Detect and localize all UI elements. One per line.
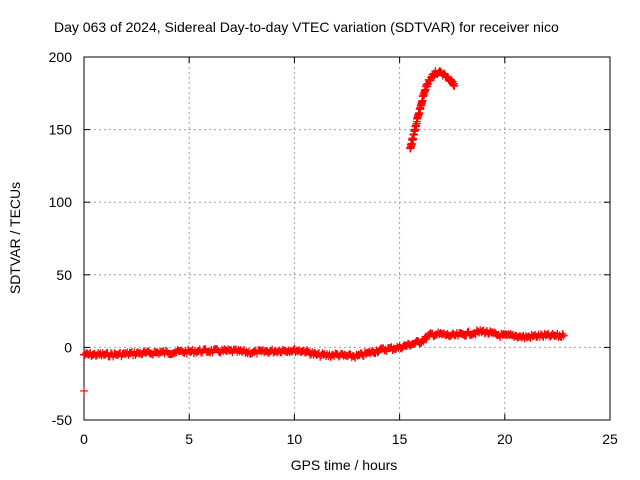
- series-2: [80, 350, 88, 395]
- x-tick-label: 5: [185, 431, 193, 447]
- data-point: [80, 350, 88, 359]
- data-points: [80, 67, 568, 395]
- series-0: [80, 326, 568, 362]
- y-tick-label: 150: [49, 122, 73, 138]
- x-tick-label: 25: [602, 431, 618, 447]
- y-tick-label: 200: [49, 49, 73, 65]
- data-point: [558, 330, 567, 339]
- data-point: [450, 82, 459, 91]
- x-axis-label: GPS time / hours: [291, 457, 398, 473]
- grid: [84, 57, 610, 420]
- chart-title: Day 063 of 2024, Sidereal Day-to-day VTE…: [54, 19, 559, 35]
- x-tick-label: 15: [392, 431, 408, 447]
- data-point: [80, 386, 88, 395]
- y-tick-label: 0: [64, 339, 72, 355]
- y-tick-label: -50: [52, 412, 72, 428]
- series-1: [406, 67, 459, 153]
- x-tick-label: 0: [80, 431, 88, 447]
- x-tick-label: 10: [287, 431, 303, 447]
- axis-ticks: 0 5 10 15 20 25 -50 0 50 100 150 200: [49, 49, 618, 447]
- plot-frame: [83, 56, 611, 421]
- y-axis-label: SDTVAR / TECUs: [7, 182, 23, 294]
- y-tick-label: 50: [56, 267, 72, 283]
- data-point: [559, 331, 568, 340]
- x-tick-label: 20: [497, 431, 513, 447]
- y-tick-label: 100: [49, 194, 73, 210]
